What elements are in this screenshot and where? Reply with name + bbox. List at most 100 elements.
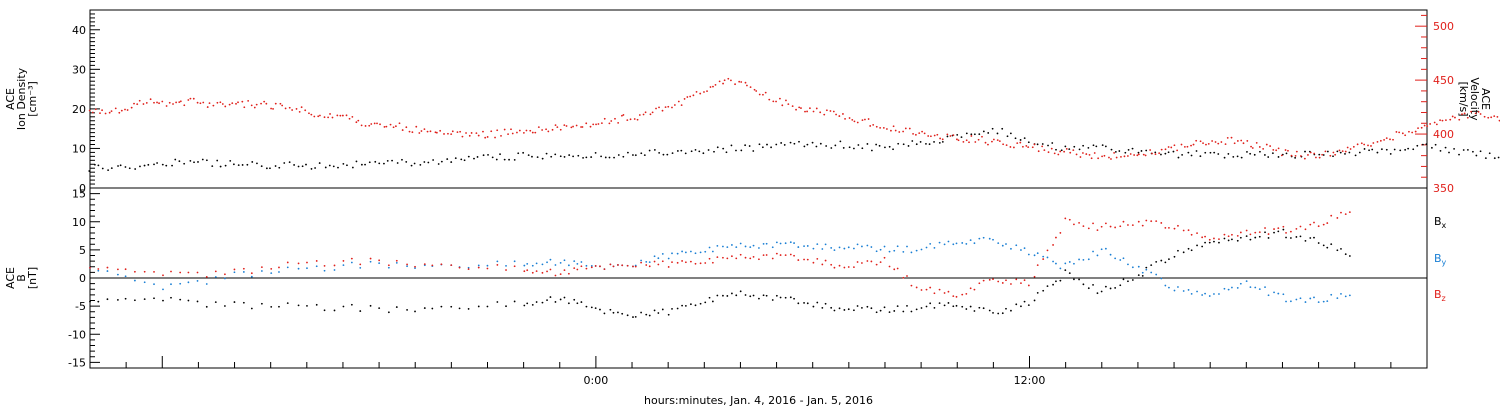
data-point-velocity [1053, 152, 1056, 155]
data-point-velocity [510, 128, 512, 131]
data-point-density [232, 163, 235, 166]
data-point-by [856, 243, 859, 246]
data-point-by [378, 262, 381, 265]
data-point-bz [1096, 229, 1099, 232]
data-point-by [297, 267, 300, 270]
data-point-by [1326, 300, 1329, 303]
data-point-velocity [360, 124, 363, 127]
data-point-density [902, 143, 905, 146]
data-point-bx [689, 303, 692, 306]
data-point-bx [242, 301, 245, 304]
data-point-by [1036, 252, 1039, 255]
data-point-by [1127, 263, 1129, 266]
data-point-density [590, 156, 593, 158]
data-point-density [946, 135, 949, 138]
data-point-by [414, 267, 416, 270]
data-point-by [576, 262, 579, 265]
y-axis-title-line: [cm⁻³] [26, 81, 39, 117]
data-point-by [943, 243, 946, 246]
data-point-density [761, 146, 764, 149]
data-point-velocity [124, 108, 126, 111]
data-point-bz [1285, 232, 1287, 234]
data-point-bx [1078, 278, 1080, 281]
data-point-velocity [1101, 155, 1103, 158]
data-point-density [1249, 152, 1252, 155]
data-point-bz [458, 266, 461, 269]
data-point-density [1114, 150, 1117, 153]
data-point-by [477, 264, 480, 267]
data-point-velocity [208, 102, 211, 105]
data-point-bx [260, 302, 263, 305]
data-point-velocity [856, 121, 859, 124]
data-point-density [513, 158, 516, 161]
data-point-velocity [408, 130, 411, 133]
data-point-density [1213, 151, 1216, 154]
data-point-bz [896, 267, 899, 270]
data-point-velocity [1027, 146, 1030, 149]
data-point-velocity [1173, 144, 1176, 147]
data-point-density [1055, 148, 1057, 151]
data-point-bz [634, 265, 637, 268]
data-point-velocity [1186, 145, 1189, 148]
data-point-density [1172, 150, 1175, 153]
data-point-density [536, 156, 539, 159]
data-point-bx [1285, 236, 1287, 239]
data-point-by [1282, 293, 1285, 296]
data-point-velocity [629, 118, 632, 121]
data-point-density [815, 145, 818, 148]
y-axis-title-line: ACE [4, 267, 17, 289]
data-point-velocity [589, 125, 592, 128]
data-point-density [1484, 157, 1487, 160]
data-point-density [1458, 153, 1460, 156]
data-point-bz [1001, 282, 1004, 284]
data-point-bx [1052, 283, 1054, 286]
data-point-by [978, 237, 981, 240]
data-point-bz [1249, 233, 1252, 236]
data-point-velocity [1309, 151, 1312, 154]
data-point-density [550, 155, 553, 158]
x-tick-label: 12:00 [1014, 374, 1046, 387]
data-point-by [910, 251, 913, 254]
data-point-bx [278, 305, 280, 308]
data-point-velocity [263, 100, 266, 103]
data-point-bx [716, 294, 719, 297]
data-point-density [1199, 155, 1202, 158]
data-point-density [1204, 151, 1207, 154]
data-point-velocity [644, 111, 647, 114]
data-point-bx [797, 302, 800, 305]
data-point-velocity [133, 102, 135, 105]
data-point-velocity [1324, 150, 1327, 153]
data-point-by [883, 245, 886, 248]
data-point-bz [988, 278, 991, 281]
data-point-bz [546, 270, 548, 273]
data-point-velocity [595, 123, 597, 126]
data-point-bx [1046, 285, 1049, 288]
data-point-velocity [753, 88, 756, 91]
data-point-velocity [1126, 155, 1129, 157]
data-point-bz [952, 295, 955, 298]
data-point-velocity [804, 110, 806, 113]
data-point-velocity [1341, 150, 1344, 153]
data-point-bz [450, 264, 453, 267]
data-point-velocity [1479, 113, 1482, 115]
data-point-velocity [516, 131, 518, 134]
data-point-density [1140, 150, 1143, 152]
data-point-bz [133, 270, 136, 273]
data-point-density [351, 166, 354, 169]
data-point-bz [1145, 219, 1148, 222]
data-point-bz [205, 276, 208, 278]
data-point-density [283, 162, 286, 164]
data-point-by [744, 245, 747, 248]
data-point-velocity [355, 121, 358, 124]
y-tick-label: 40 [72, 24, 86, 37]
data-point-density [1348, 151, 1351, 154]
data-point-bx [594, 307, 597, 310]
data-point-bx [704, 301, 707, 304]
data-point-by [1064, 262, 1067, 265]
data-point-bz [689, 260, 692, 263]
data-point-velocity [1079, 156, 1082, 158]
data-point-velocity [1207, 142, 1210, 145]
data-point-bz [196, 271, 199, 274]
data-point-bx [1223, 237, 1226, 240]
data-point-density [653, 149, 656, 151]
